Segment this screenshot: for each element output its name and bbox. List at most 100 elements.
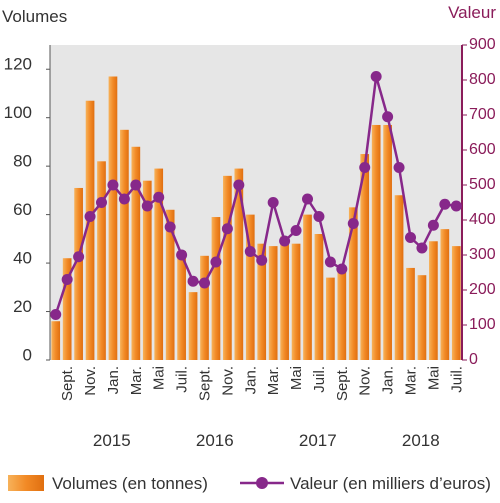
y-tick-label: 60 bbox=[13, 200, 32, 219]
line-point bbox=[107, 179, 119, 191]
bar bbox=[131, 146, 141, 360]
legend-swatch bbox=[8, 475, 44, 491]
bar bbox=[314, 234, 324, 360]
bar bbox=[371, 124, 381, 360]
line-point bbox=[313, 211, 325, 222]
bar bbox=[223, 175, 232, 360]
x-group-label: 2018 bbox=[402, 431, 440, 450]
line-point bbox=[210, 256, 222, 268]
bar bbox=[165, 209, 175, 360]
bar bbox=[245, 214, 255, 360]
y-tick-label: 0 bbox=[23, 345, 32, 364]
x-tick-label: Mar. bbox=[403, 366, 420, 395]
line-point bbox=[130, 179, 142, 191]
legend-label: Valeur (en milliers d’euros) bbox=[290, 474, 491, 493]
bar bbox=[451, 246, 461, 360]
y2-axis-title: Valeur bbox=[448, 3, 496, 22]
line-point bbox=[416, 242, 428, 254]
x-tick-label: Sept. bbox=[197, 366, 214, 401]
y2-tick-label: 400 bbox=[469, 211, 496, 228]
plot-background bbox=[50, 45, 462, 360]
y-tick-label: 20 bbox=[13, 297, 32, 316]
bar bbox=[394, 195, 404, 360]
line-point bbox=[164, 221, 176, 233]
x-tick-label: Mar. bbox=[265, 366, 282, 395]
bar bbox=[234, 168, 244, 360]
bar bbox=[62, 258, 72, 360]
x-tick-label: Mai bbox=[151, 366, 168, 390]
x-tick-label: Juil. bbox=[311, 366, 328, 393]
x-group-label: 2016 bbox=[196, 431, 234, 450]
x-tick-label: Nov. bbox=[357, 366, 374, 396]
x-tick-label: Mai bbox=[288, 366, 305, 390]
bar bbox=[142, 180, 152, 360]
line-point bbox=[393, 162, 405, 173]
y2-tick-label: 100 bbox=[469, 316, 496, 333]
y2-tick-label: 700 bbox=[469, 106, 496, 123]
y-tick-label: 40 bbox=[13, 249, 32, 268]
bar bbox=[85, 100, 95, 360]
x-tick-label: Jan. bbox=[242, 366, 259, 394]
line-point bbox=[439, 198, 451, 210]
bar bbox=[74, 187, 83, 360]
x-tick-label: Jan. bbox=[105, 366, 122, 394]
line-point bbox=[221, 223, 233, 235]
line-point bbox=[84, 211, 96, 222]
bar bbox=[188, 292, 198, 360]
bar bbox=[429, 241, 438, 360]
line-point bbox=[370, 71, 382, 82]
line-point bbox=[267, 197, 279, 208]
bar bbox=[154, 168, 164, 360]
bar bbox=[120, 129, 129, 360]
legend-marker bbox=[256, 477, 268, 489]
line-point bbox=[96, 197, 107, 208]
y-tick-label: 120 bbox=[4, 55, 32, 74]
bar bbox=[51, 321, 61, 360]
y2-tick-label: 300 bbox=[469, 246, 496, 263]
bar bbox=[211, 217, 221, 360]
line-point bbox=[382, 111, 394, 123]
x-tick-label: Sept. bbox=[334, 366, 351, 401]
bar bbox=[97, 161, 106, 360]
legend-label: Volumes (en tonnes) bbox=[52, 474, 208, 493]
x-tick-label: Juil. bbox=[174, 366, 191, 393]
bar bbox=[337, 270, 347, 360]
x-tick-label: Nov. bbox=[219, 366, 236, 396]
line-point bbox=[176, 249, 188, 261]
bar bbox=[268, 246, 278, 360]
bar bbox=[406, 267, 415, 360]
bar bbox=[200, 255, 209, 360]
y2-tick-label: 500 bbox=[469, 176, 496, 193]
x-tick-label: Mai bbox=[425, 366, 442, 390]
line-point bbox=[153, 191, 165, 203]
bar bbox=[348, 207, 358, 360]
line-point bbox=[450, 200, 462, 212]
line-point bbox=[279, 235, 291, 247]
bar bbox=[303, 214, 312, 360]
line-point bbox=[61, 274, 73, 285]
x-tick-label: Juil. bbox=[448, 366, 465, 393]
y2-tick-label: 800 bbox=[469, 71, 496, 88]
line-point bbox=[199, 277, 210, 289]
y2-tick-label: 0 bbox=[469, 351, 478, 368]
bar bbox=[326, 277, 335, 360]
line-point bbox=[359, 162, 371, 173]
y2-tick-label: 200 bbox=[469, 281, 496, 298]
line-point bbox=[141, 200, 153, 212]
line-point bbox=[290, 225, 302, 236]
y-tick-label: 100 bbox=[4, 103, 32, 122]
y-axis-title: Volumes bbox=[2, 7, 67, 26]
x-group-label: 2015 bbox=[93, 431, 131, 450]
bar bbox=[440, 229, 450, 360]
line-point bbox=[336, 263, 348, 275]
line-point bbox=[187, 275, 199, 287]
bar bbox=[108, 76, 118, 360]
line-point bbox=[427, 219, 439, 231]
x-group-label: 2017 bbox=[299, 431, 337, 450]
bar bbox=[417, 275, 427, 360]
y-tick-label: 80 bbox=[13, 152, 32, 171]
line-point bbox=[347, 218, 359, 229]
line-point bbox=[244, 246, 256, 257]
x-tick-label: Nov. bbox=[82, 366, 99, 396]
